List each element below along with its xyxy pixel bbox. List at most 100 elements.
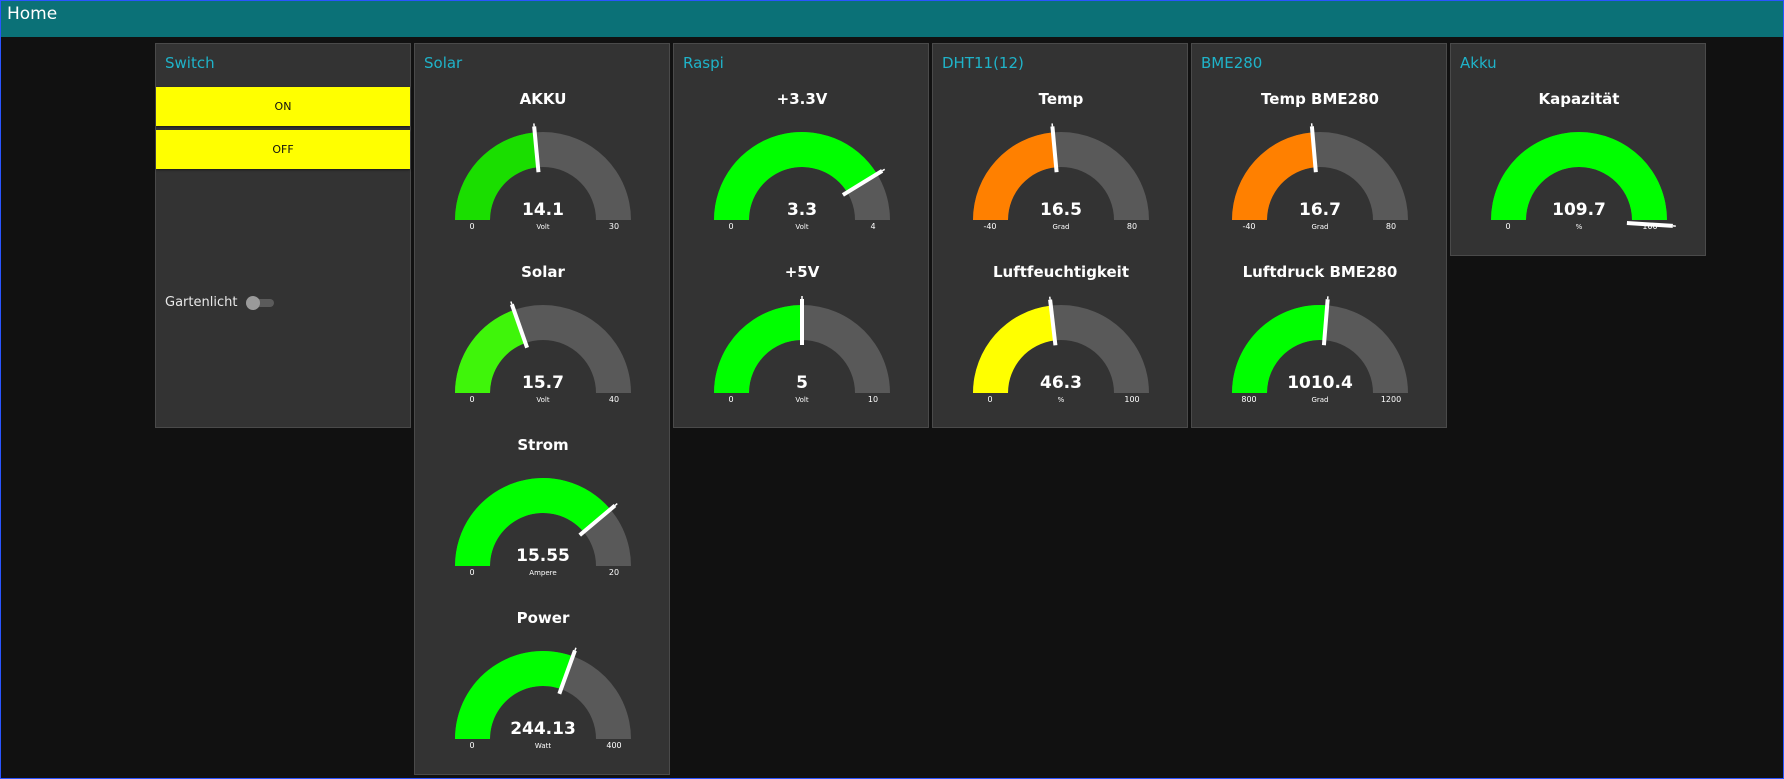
gauge-min: 0 (987, 395, 992, 404)
gauge-value: 46.3 (1040, 373, 1082, 393)
group-title: DHT11(12) (942, 54, 1024, 72)
gauge-label: Solar (521, 263, 565, 281)
gauge-max: 4 (870, 222, 875, 231)
gauge-unit: Grad (1052, 223, 1069, 231)
gauge-value: 16.5 (1040, 200, 1082, 220)
gauge-needle (1626, 221, 1673, 228)
group-title: Raspi (683, 54, 724, 72)
gauge-max: 40 (609, 395, 619, 404)
gauge-value: 16.7 (1299, 200, 1341, 220)
group-switch: Switch ON OFF Gartenlicht (155, 43, 411, 428)
header-bar: Home (1, 1, 1783, 37)
gauge-fill (1232, 305, 1328, 393)
gauge-value: 1010.4 (1287, 373, 1353, 393)
gauge-needle-tip (574, 647, 577, 651)
gauge-label: Kapazität (1539, 90, 1620, 108)
gauge-label: Luftfeuchtigkeit (993, 263, 1129, 281)
gauge-akku: AKKU 14.1 Volt 0 30 (415, 86, 671, 254)
gauge-strom: Strom 15.55 Ampere 0 20 (415, 432, 671, 600)
gauge-value: 3.3 (787, 200, 817, 220)
gauge-min: 0 (1505, 222, 1510, 231)
gauge-value: 15.7 (522, 373, 564, 393)
gauge-needle (557, 649, 577, 695)
gauge-max: 80 (1386, 222, 1396, 231)
gauge-needle (1048, 299, 1058, 346)
gauge-unit: % (1058, 396, 1065, 404)
gauge-value: 15.55 (516, 546, 570, 566)
gauge-min: 0 (469, 741, 474, 750)
on-button[interactable]: ON (156, 87, 410, 126)
gauge-unit: Volt (795, 223, 808, 231)
gauge-unit: Grad (1311, 396, 1328, 404)
gauge-label: +5V (785, 263, 820, 281)
gauge-value: 5 (796, 373, 808, 393)
toggle-track (250, 299, 274, 307)
gauge-fill (455, 478, 611, 566)
gauge-fill (973, 132, 1057, 220)
gauge-min: 0 (469, 568, 474, 577)
gauge-needle (578, 503, 617, 537)
gauge-unit: Ampere (529, 569, 556, 577)
gartenlicht-toggle[interactable] (246, 296, 274, 310)
gauge-fill (455, 132, 539, 220)
group-title: Akku (1460, 54, 1497, 72)
gauge-power: Power 244.13 Watt 0 400 (415, 605, 671, 773)
toggle-knob (246, 296, 260, 310)
gauge-needle-tip (881, 168, 886, 172)
gauge-max: 80 (1127, 222, 1137, 231)
gauge-svg: +5V 5 Volt 0 10 (714, 263, 890, 404)
gauge-max: 30 (609, 222, 619, 231)
gauge-kapazitaet: Kapazität 109.7% 0 100 (1451, 86, 1707, 254)
gauge-fill (714, 132, 878, 220)
gauge-needle (841, 169, 884, 197)
gauge-unit: Grad (1311, 223, 1328, 231)
group-raspi: Raspi +3.3V 3.3 Volt 0 4 +5V 5 Volt 0 10 (673, 43, 929, 428)
gauge-svg: Kapazität 109.7% 0 100 (1491, 90, 1676, 231)
gauge-min: 0 (469, 222, 474, 231)
gauge-min: -40 (983, 222, 996, 231)
gauge-label: AKKU (520, 90, 567, 108)
gauge-max: 100 (1642, 222, 1657, 231)
gauge-value: 14.1 (522, 200, 564, 220)
gauge-solar: Solar 15.7 Volt 0 40 (415, 259, 671, 427)
group-title: BME280 (1201, 54, 1263, 72)
gartenlicht-label: Gartenlicht (165, 295, 238, 310)
gauge-fill (1491, 132, 1667, 220)
gauge-unit: % (1576, 223, 1583, 231)
gauge-max: 20 (609, 568, 619, 577)
group-bme280: BME280 Temp BME280 16.7 Grad -40 80 Luftdruc… (1191, 43, 1447, 428)
gauge-min: 0 (728, 222, 733, 231)
gauge-unit: Volt (536, 396, 549, 404)
page-title: Home (7, 4, 58, 24)
gauge-min: 0 (728, 395, 733, 404)
gauge-max: 100 (1124, 395, 1139, 404)
gauge-min: 800 (1241, 395, 1256, 404)
gauge-svg: AKKU 14.1 Volt 0 30 (455, 90, 631, 231)
gauge-needle (509, 303, 529, 349)
gauge-unit: Watt (535, 742, 552, 750)
gauge-max: 400 (606, 741, 621, 750)
gauge-label: Temp (1039, 90, 1084, 108)
gauge-needle-tip (510, 301, 513, 305)
gauge-max: 1200 (1381, 395, 1401, 404)
gauge-needle (532, 126, 541, 173)
gauge-needle (1309, 126, 1318, 173)
gauge-fill (973, 305, 1055, 393)
gauge-svg: Temp 16.5 Grad -40 80 (973, 90, 1149, 231)
gauge-fill (1232, 132, 1316, 220)
group-title: Switch (165, 54, 215, 72)
gauge-max: 10 (868, 395, 878, 404)
gauge-5v: +5V 5 Volt 0 10 (674, 259, 930, 427)
off-button[interactable]: OFF (156, 130, 410, 169)
gauge-svg: Luftdruck BME280 1010.4 Grad 800 1200 (1232, 263, 1408, 404)
gauge-svg: Strom 15.55 Ampere 0 20 (455, 436, 631, 577)
gauge-unit: Volt (536, 223, 549, 231)
gauge-fill (455, 651, 573, 739)
group-akku: Akku Kapazität 109.7% 0 100 (1450, 43, 1706, 256)
gauge-temp: Temp 16.5 Grad -40 80 (933, 86, 1189, 254)
gauge-label: +3.3V (777, 90, 828, 108)
gauge-label: Temp BME280 (1261, 90, 1379, 108)
gauge-fill (455, 309, 526, 393)
gauge-value: 244.13 (510, 719, 576, 739)
